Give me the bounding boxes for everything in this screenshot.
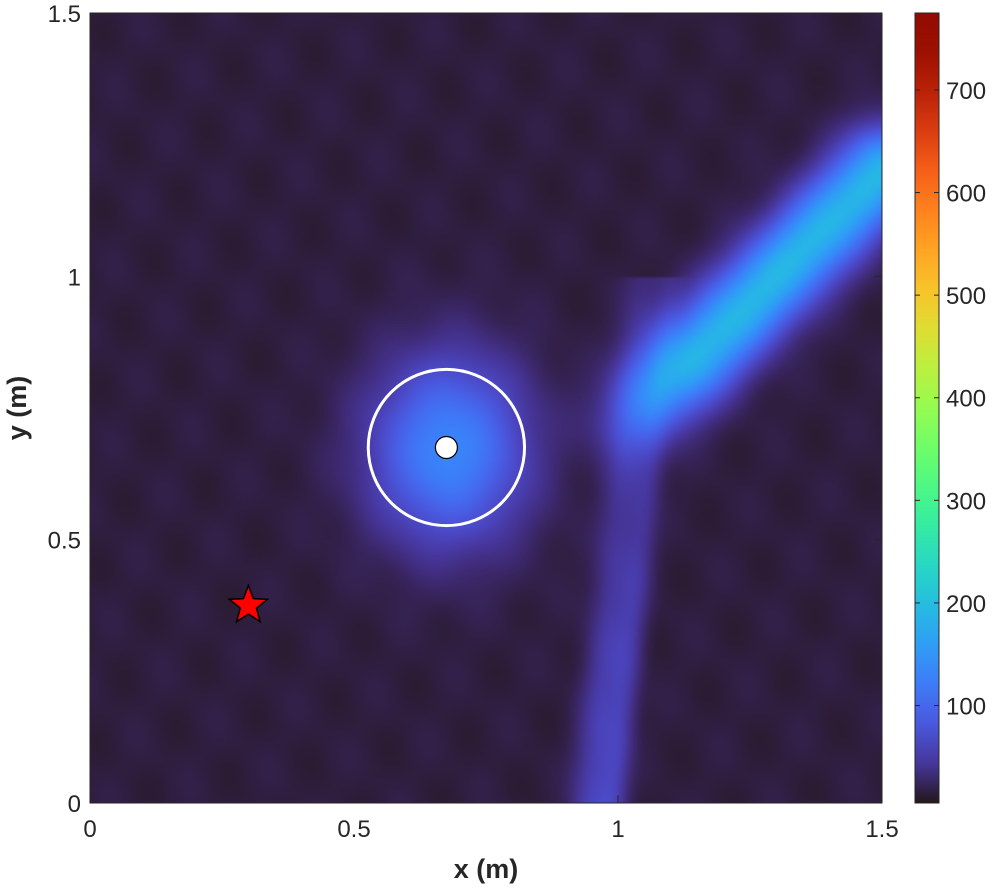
marker-layer xyxy=(227,367,527,624)
y-tick-label: 1.5 xyxy=(48,1,81,28)
y-tick-label: 0 xyxy=(68,791,81,818)
colorbar-tick-label: 500 xyxy=(946,283,986,310)
y-axis: 0 0.5 1 1.5 xyxy=(48,1,882,818)
colorbar-tick-label: 300 xyxy=(946,488,986,515)
target-circle-marker xyxy=(366,367,527,528)
x-tick-label: 0.5 xyxy=(337,816,370,843)
y-axis-title: y (m) xyxy=(2,376,32,441)
colorbar-tick-label: 700 xyxy=(946,78,986,105)
source-star-marker xyxy=(227,583,270,624)
y-tick-label: 0.5 xyxy=(48,528,81,555)
colorbar-tick-label: 400 xyxy=(946,386,986,413)
x-tick-label: 1 xyxy=(611,816,624,843)
x-tick-label: 1.5 xyxy=(865,816,898,843)
heatmap-field xyxy=(90,13,882,803)
x-tick-label: 0 xyxy=(83,816,96,843)
colorbar-tick-label: 600 xyxy=(946,181,986,208)
target-dot-marker xyxy=(434,435,458,460)
colorbar-tick-label: 200 xyxy=(946,591,986,618)
plot-frame xyxy=(89,12,883,804)
colorbar-axis: 100 200 300 400 500 600 700 xyxy=(915,78,986,721)
y-tick-label: 1 xyxy=(68,264,81,291)
colorbar xyxy=(914,12,940,804)
x-axis-title: x (m) xyxy=(454,854,519,884)
colorbar-tick-label: 100 xyxy=(946,694,986,721)
x-axis: 0 0.5 1 1.5 xyxy=(83,13,899,843)
